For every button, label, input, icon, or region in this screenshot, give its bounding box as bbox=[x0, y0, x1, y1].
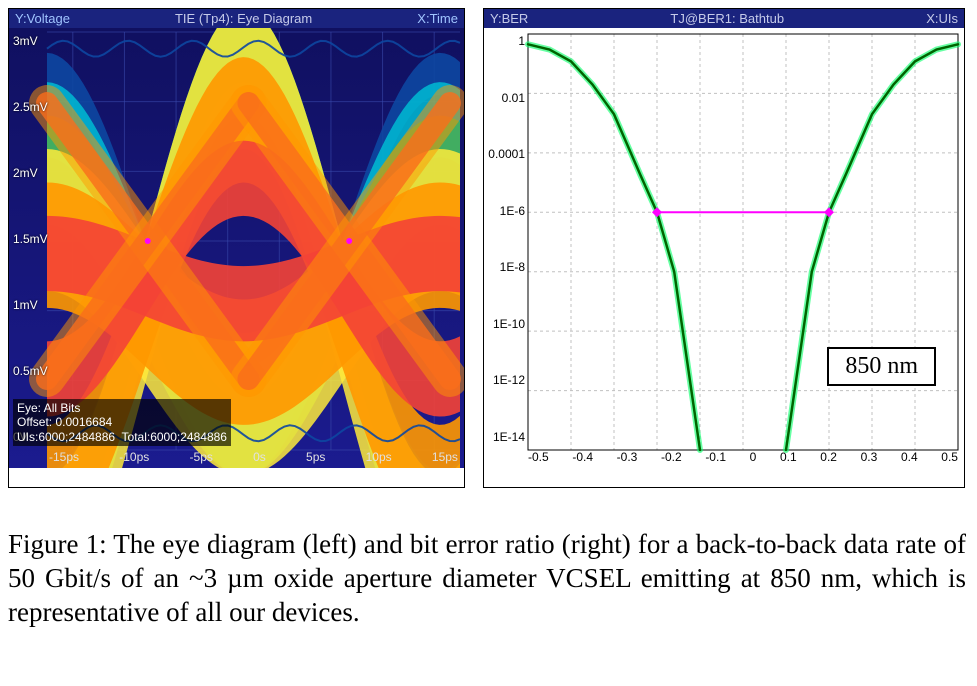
bathtub-xtick: 0.2 bbox=[820, 450, 837, 468]
bathtub-svg bbox=[484, 28, 964, 468]
figure-caption: Figure 1: The eye diagram (left) and bit… bbox=[8, 528, 966, 629]
bathtub-ytick: 1E-8 bbox=[487, 260, 525, 274]
bathtub-panel: Y:BER TJ@BER1: Bathtub X:UIs 1 0.01 0.0001… bbox=[483, 8, 965, 488]
bathtub-xtick: -0.2 bbox=[661, 450, 682, 468]
eye-ytick: 1.5mV bbox=[13, 232, 48, 246]
eye-xlabel: X:Time bbox=[417, 11, 458, 26]
eye-xtick: -5ps bbox=[190, 450, 213, 468]
eye-ytick: 1mV bbox=[13, 298, 48, 312]
eye-xtick: -10ps bbox=[119, 450, 149, 468]
eye-xtick: 15ps bbox=[432, 450, 458, 468]
eye-xtick: 5ps bbox=[306, 450, 325, 468]
eye-ytick: 0.5mV bbox=[13, 364, 48, 378]
bathtub-xaxis: -0.5 -0.4 -0.3 -0.2 -0.1 0 0.1 0.2 0.3 0.4 0.5 bbox=[528, 450, 958, 468]
eye-title: TIE (Tp4): Eye Diagram bbox=[175, 11, 312, 26]
bathtub-ytick: 0.01 bbox=[487, 91, 525, 105]
eye-yaxis: 3mV2.5mV2mV1.5mV1mV0.5mV0V bbox=[13, 34, 48, 444]
bathtub-xtick: 0.1 bbox=[780, 450, 797, 468]
eye-ytick: 2.5mV bbox=[13, 100, 48, 114]
eye-ytick: 2mV bbox=[13, 166, 48, 180]
bathtub-xlabel: X:UIs bbox=[926, 11, 958, 26]
bathtub-xtick: -0.1 bbox=[705, 450, 726, 468]
eye-xtick: -15ps bbox=[49, 450, 79, 468]
bathtub-xtick: -0.5 bbox=[528, 450, 549, 468]
bathtub-xtick: 0.3 bbox=[861, 450, 878, 468]
figure-row: Y:Voltage TIE (Tp4): Eye Diagram X:Time … bbox=[8, 8, 969, 488]
bathtub-ytick: 0.0001 bbox=[487, 147, 525, 161]
eye-xtick: 10ps bbox=[366, 450, 392, 468]
wavelength-annotation: 850 nm bbox=[827, 347, 936, 386]
bathtub-header: Y:BER TJ@BER1: Bathtub X:UIs bbox=[484, 9, 964, 28]
eye-stats: Eye: All Bits Offset: 0.0016684 UIs:6000… bbox=[13, 399, 231, 446]
bathtub-xtick: 0.5 bbox=[941, 450, 958, 468]
bathtub-ytick: 1 bbox=[487, 34, 525, 48]
bathtub-xtick: 0.4 bbox=[901, 450, 918, 468]
eye-diagram-panel: Y:Voltage TIE (Tp4): Eye Diagram X:Time … bbox=[8, 8, 465, 488]
bathtub-ytick: 1E-6 bbox=[487, 204, 525, 218]
bathtub-yaxis: 1 0.01 0.0001 1E-6 1E-8 1E-10 1E-12 1E-14 bbox=[487, 34, 525, 444]
bathtub-xtick: -0.3 bbox=[617, 450, 638, 468]
eye-xaxis: -15ps -10ps -5ps 0s 5ps 10ps 15ps bbox=[49, 450, 458, 468]
bathtub-ytick: 1E-10 bbox=[487, 317, 525, 331]
eye-ylabel: Y:Voltage bbox=[15, 11, 70, 26]
bathtub-xtick: 0 bbox=[750, 450, 757, 468]
bathtub-ytick: 1E-12 bbox=[487, 373, 525, 387]
bathtub-xtick: -0.4 bbox=[572, 450, 593, 468]
bathtub-title: TJ@BER1: Bathtub bbox=[670, 11, 784, 26]
eye-ytick: 3mV bbox=[13, 34, 48, 48]
bathtub-ylabel: Y:BER bbox=[490, 11, 528, 26]
eye-header: Y:Voltage TIE (Tp4): Eye Diagram X:Time bbox=[9, 9, 464, 28]
eye-plot-area: 3mV2.5mV2mV1.5mV1mV0.5mV0V -15ps-10ps-5p… bbox=[9, 28, 464, 468]
bathtub-plot-area: 10.010.00011E-61E-81E-101E-121E-14 -0.5-… bbox=[484, 28, 964, 468]
bathtub-ytick: 1E-14 bbox=[487, 430, 525, 444]
eye-xtick: 0s bbox=[253, 450, 266, 468]
